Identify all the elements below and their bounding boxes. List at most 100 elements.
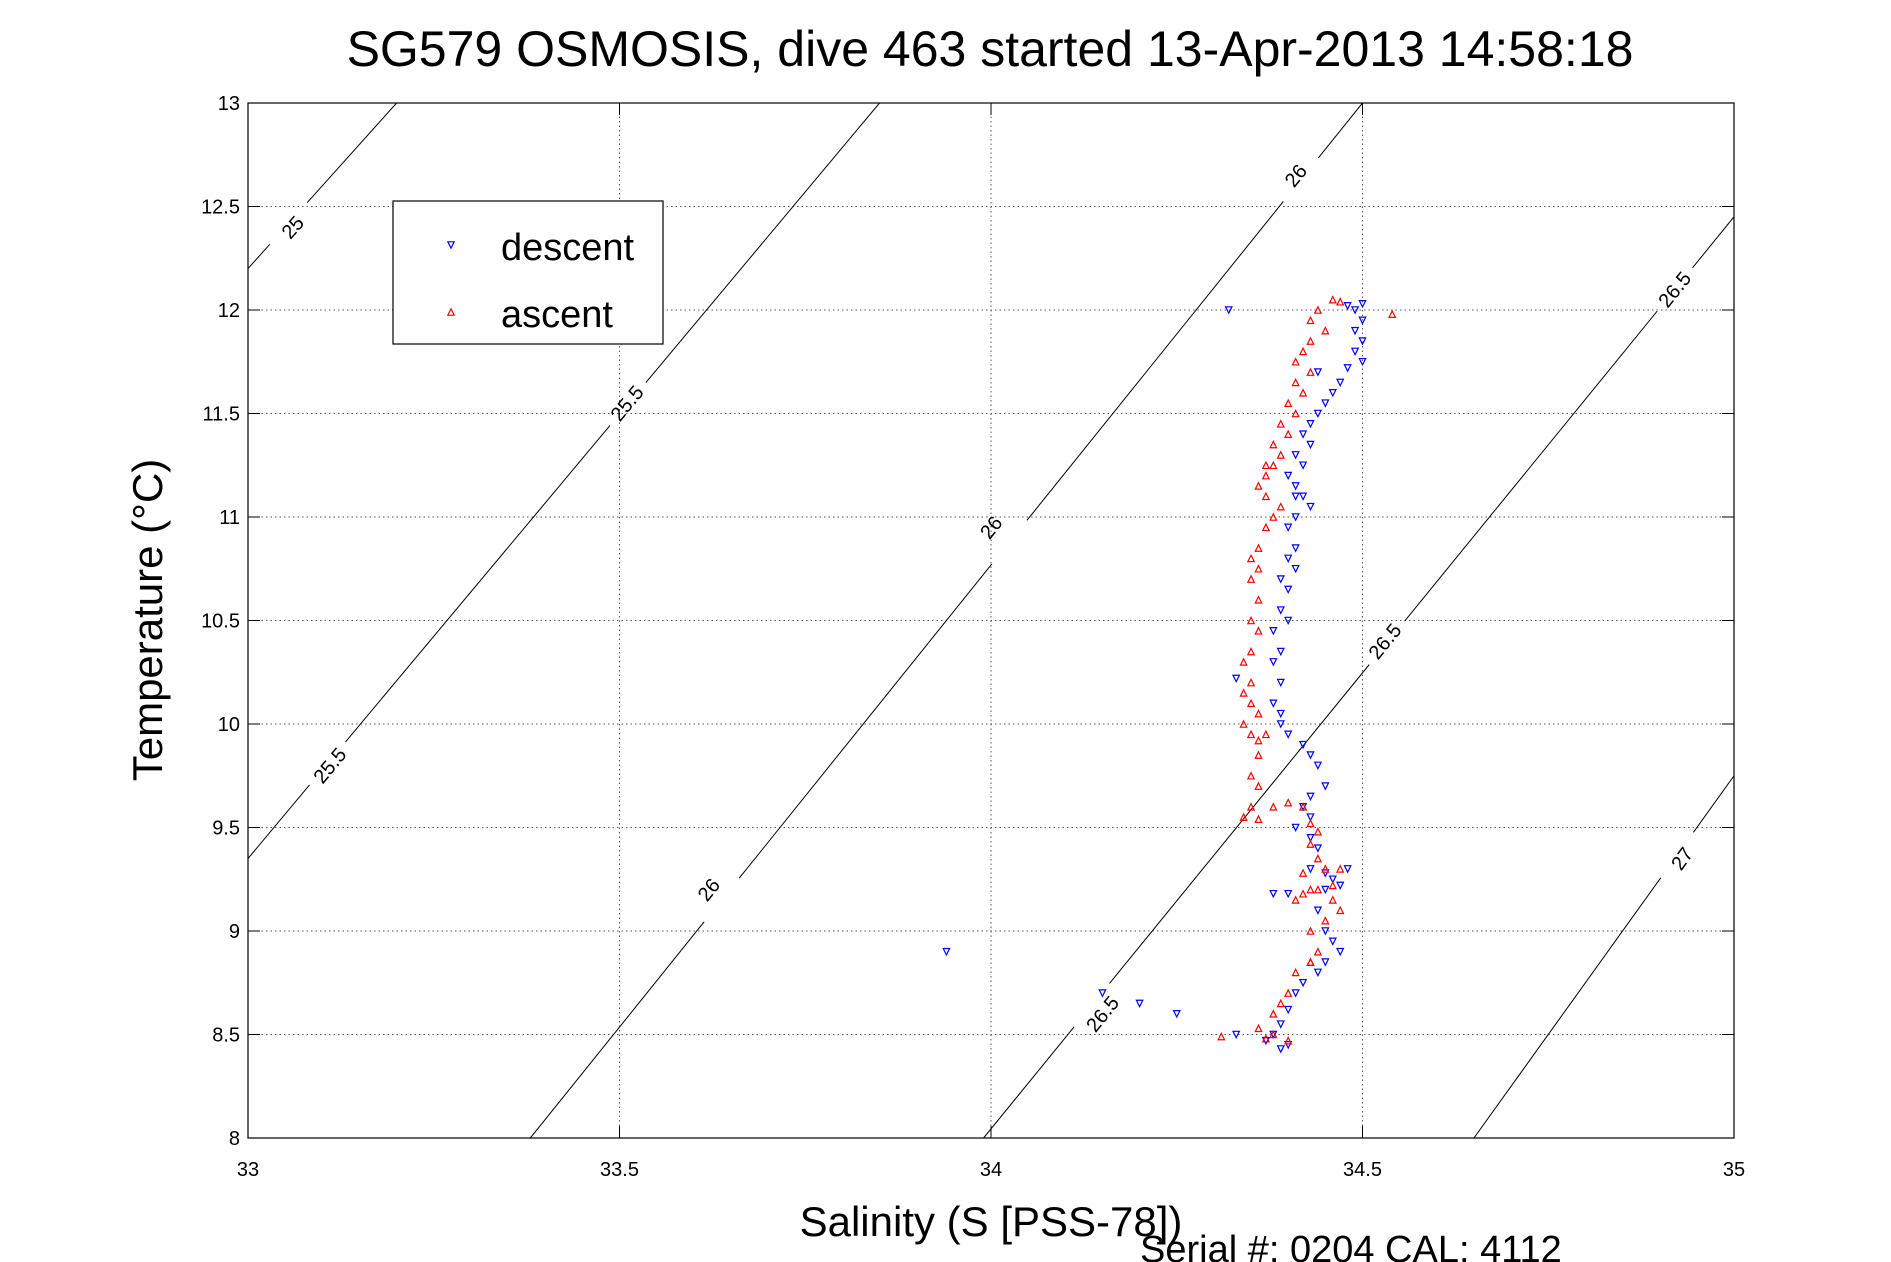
descent-point [1269,889,1278,899]
descent-point [1321,399,1330,408]
legend-label-ascent: ascent [501,294,613,336]
contour-segment [1109,664,1370,984]
x-tick-label: 33 [237,1159,259,1181]
descent-point [1269,658,1278,667]
descent-point [1269,699,1278,708]
descent-point [1313,409,1323,419]
contour-segment [1692,216,1734,269]
descent-point [1343,865,1352,874]
ascent-point [1261,729,1271,739]
ascent-point [1284,988,1293,997]
descent-point [1291,823,1300,833]
ascent-point [1254,481,1263,490]
ascent-point [1254,736,1263,745]
descent-point [1306,420,1315,429]
ascent-point [1276,502,1285,511]
contour-segment [738,563,993,879]
ascent-point [1298,346,1308,356]
descent-point [1313,761,1323,770]
x-tick-label: 35 [1723,1159,1745,1181]
y-tick-label: 12 [218,300,240,322]
descent-point [1313,906,1323,915]
ascent-point [1261,460,1271,470]
descent-point [1269,627,1278,636]
ascent-point [1313,305,1323,314]
ascent-point [1306,336,1315,345]
ascent-point [1284,429,1293,438]
descent-point [1306,834,1315,843]
descent-point [1276,1020,1285,1029]
legend-marker-descent [446,241,456,250]
ascent-point [1284,798,1293,807]
ascent-point [1298,802,1308,811]
ascent-point [1269,1009,1278,1018]
legend-label-descent: descent [501,227,635,269]
descent-point [1306,502,1315,512]
ascent-point [1313,827,1323,836]
ascent-point [1388,309,1397,318]
descent-point [1343,302,1352,311]
ascent-point [1313,854,1323,863]
y-tick-label: 13 [218,93,240,115]
contour-segment [306,103,397,204]
ascent-point [1269,460,1278,470]
descent-point [1291,989,1300,998]
descent-point [1328,875,1337,884]
ascent-point [1328,895,1337,904]
descent-point [942,947,951,957]
y-tick-label: 11 [219,507,240,529]
ascent-point [1291,357,1300,366]
y-tick-label: 8.5 [212,1025,240,1047]
serial-cal-footer: Serial #: 0204 CAL: 4112 [1140,1229,1562,1262]
ascent-point [1336,905,1345,915]
contour-segment [345,425,611,743]
ascent-point [1246,615,1256,625]
ascent-point [1239,812,1248,821]
contour-segment [1473,877,1662,1138]
ascent-point [1306,957,1315,966]
ascent-point [1291,895,1300,904]
contour-segment [248,244,271,269]
legend-marker-ascent-glyph [446,307,456,316]
ascent-point [1246,647,1256,656]
legend: descent ascent [392,200,664,345]
descent-point [1276,709,1285,719]
y-tick-label: 10 [218,714,240,736]
ascent-point [1336,297,1345,306]
data-points [942,295,1397,1054]
ascent-point [1254,709,1263,718]
ascent-point [1239,657,1248,666]
ascent-point [1261,471,1271,480]
ascent-point [1261,1034,1271,1043]
x-tick-label: 34 [980,1159,1002,1181]
ascent-point [1269,802,1278,811]
descent-point [1098,989,1107,998]
ascent-point [1254,564,1263,573]
descent-point [1350,326,1360,336]
ascent-point [1298,868,1308,877]
descent-point [1276,678,1285,688]
x-tick-label: 34.5 [1343,1159,1382,1181]
contour-segment [1318,103,1363,159]
descent-point [1328,389,1337,398]
y-tick-label: 11.5 [203,404,240,426]
ascent-point [1284,398,1293,407]
descent-point [1284,554,1293,563]
ascent-point [1217,1032,1226,1041]
descent-point [1298,430,1308,439]
contour-segment [1693,775,1734,833]
descent-point [1135,999,1144,1008]
ascent-point [1291,967,1300,977]
descent-point [1298,492,1308,501]
ascent-point [1313,947,1323,956]
contour-segment [529,921,705,1138]
ascent-point [1239,688,1248,697]
contour-segment [645,103,880,383]
descent-point [1284,523,1293,532]
ascent-point [1254,595,1263,604]
descent-point [1306,792,1315,801]
descent-point [1298,461,1308,470]
y-tick-label: 10.5 [201,611,240,633]
descent-point [1284,1041,1293,1050]
descent-point [1298,740,1308,750]
